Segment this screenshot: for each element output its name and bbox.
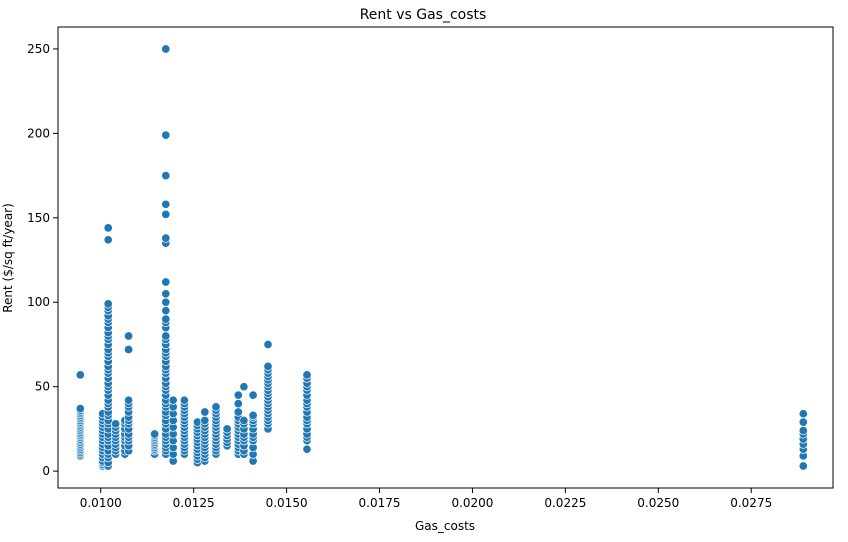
- y-tick-label: 250: [27, 42, 50, 56]
- data-point: [211, 402, 221, 412]
- data-point: [192, 417, 202, 427]
- data-point: [161, 297, 171, 307]
- plot-frame: [57, 26, 834, 489]
- x-tick-label: 0.0275: [730, 496, 772, 510]
- data-point: [263, 339, 273, 350]
- data-point: [239, 382, 249, 392]
- y-axis: 0 50 100 150 200 250: [27, 42, 58, 478]
- data-points: [75, 44, 808, 471]
- data-point: [263, 361, 273, 371]
- data-point: [75, 404, 85, 414]
- data-point: [111, 419, 121, 429]
- data-point: [103, 235, 113, 245]
- x-axis-label: Gas_costs: [415, 519, 475, 533]
- data-point: [161, 130, 171, 140]
- data-point: [798, 409, 808, 419]
- data-point: [150, 429, 160, 439]
- data-point: [179, 395, 189, 405]
- data-point: [798, 417, 808, 427]
- data-point: [248, 390, 258, 400]
- data-point: [302, 444, 312, 454]
- data-point: [233, 399, 243, 409]
- x-tick-label: 0.0200: [451, 496, 493, 510]
- data-point: [161, 331, 171, 341]
- data-point: [103, 223, 113, 233]
- data-point: [124, 344, 134, 355]
- data-point: [75, 370, 85, 380]
- x-tick-label: 0.0150: [266, 496, 308, 510]
- y-tick-label: 100: [27, 295, 50, 309]
- data-point: [124, 395, 134, 405]
- data-point: [239, 415, 249, 426]
- data-point: [200, 415, 210, 426]
- chart-title: Rent vs Gas_costs: [360, 7, 487, 23]
- x-tick-label: 0.0250: [637, 496, 679, 510]
- y-tick-label: 200: [27, 126, 50, 140]
- data-point: [161, 199, 171, 209]
- data-point: [161, 44, 171, 54]
- data-point: [161, 306, 171, 316]
- y-axis-label: Rent ($/sq ft/year): [1, 203, 15, 313]
- x-tick-label: 0.0175: [359, 496, 401, 510]
- data-point: [161, 171, 171, 181]
- data-point: [103, 299, 113, 309]
- data-point: [798, 426, 808, 436]
- data-point: [161, 277, 171, 287]
- data-point: [124, 331, 134, 341]
- data-point: [222, 424, 232, 434]
- data-point: [233, 390, 243, 400]
- data-point: [161, 289, 171, 299]
- x-axis: 0.0100 0.0125 0.0150 0.0175 0.0200 0.0225 0.02…: [80, 488, 772, 510]
- x-tick-label: 0.0100: [80, 496, 122, 510]
- data-point: [302, 370, 312, 380]
- data-point: [161, 233, 171, 243]
- data-point: [248, 410, 258, 420]
- x-tick-label: 0.0225: [544, 496, 586, 510]
- y-tick-label: 50: [35, 380, 50, 394]
- data-point: [161, 314, 171, 324]
- data-point: [168, 395, 178, 405]
- y-tick-label: 0: [42, 464, 50, 478]
- data-point: [161, 209, 171, 219]
- data-point: [200, 407, 210, 417]
- data-point: [233, 407, 243, 417]
- x-tick-label: 0.0125: [173, 496, 215, 510]
- data-point: [798, 461, 808, 471]
- y-tick-label: 150: [27, 211, 50, 225]
